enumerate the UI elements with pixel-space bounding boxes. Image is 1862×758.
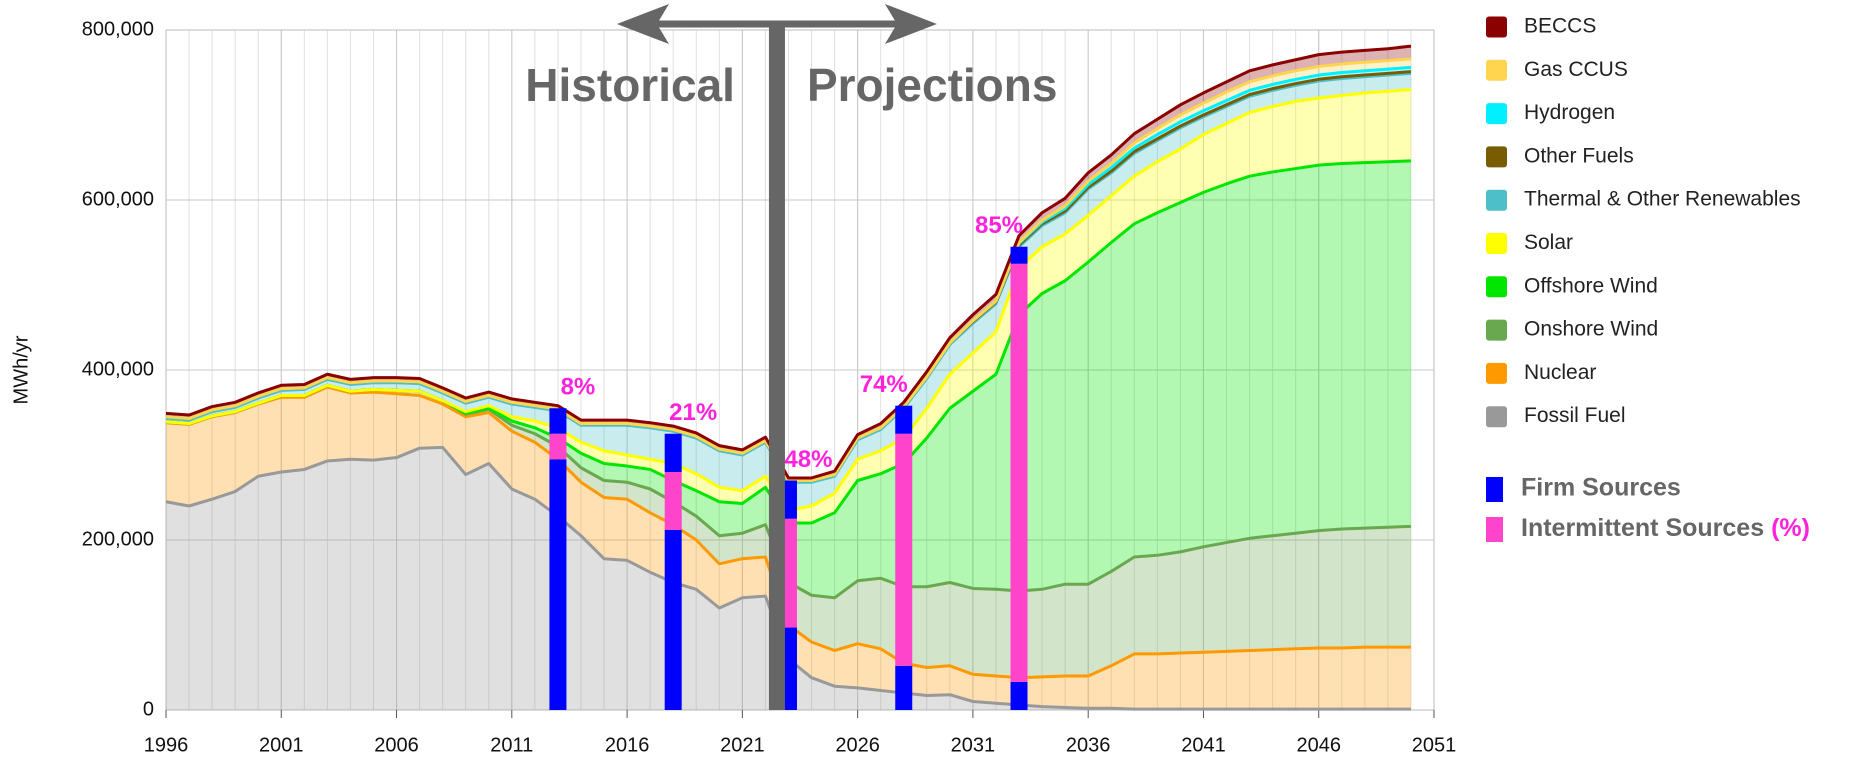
bar-legend: Firm Sources Intermittent Sources (%) [1486,474,1810,542]
area-line [165,44,1412,480]
area [166,385,1411,678]
x-tick-label: 2011 [490,734,533,756]
legend-swatch [1486,362,1507,384]
x-tick-label: 2051 [1412,734,1457,756]
legend-swatch [1486,517,1503,542]
bar-segment [895,405,913,434]
bar-segment [549,459,567,710]
y-tick-label: 400,000 [82,358,154,380]
y-tick-label: 200,000 [82,528,154,550]
legend-text: Intermittent Sources [1521,514,1764,542]
y-tick-label: 600,000 [82,188,154,210]
x-tick-label: 2026 [835,734,880,756]
share-label: 48% [784,446,832,473]
annotation: Projections [807,59,1058,111]
legend-label: Gas CCUS [1524,58,1628,81]
bar-segment [895,665,913,710]
legend-text: (%) [1771,514,1810,542]
share-label: 74% [860,371,908,398]
legend-label: Solar [1524,231,1573,254]
legend-label: Offshore Wind [1524,274,1658,297]
x-tick-label: 2031 [951,734,996,756]
x-tick-label: 2001 [259,734,304,756]
bar-segment [549,433,567,460]
legend-label: Firm Sources [1521,474,1681,502]
legend-swatch [1486,189,1507,211]
arrow-head [884,4,937,44]
share-label: 21% [669,399,717,426]
x-tick-label: 2006 [374,734,419,756]
legend-swatch [1486,406,1507,428]
x-tick-label: 2046 [1296,734,1341,756]
y-tick-label: 0 [143,698,154,720]
legend-swatch [1486,146,1507,168]
legend-swatch [1486,319,1507,341]
legend-swatch [1486,233,1507,254]
legend-swatch [1486,16,1507,38]
legend-swatch [1486,477,1503,502]
legend-label: Fossil Fuel [1524,404,1626,427]
y-tick-label: 800,000 [82,18,154,40]
legend-label: Hydrogen [1524,101,1615,124]
bar-segment [1010,246,1028,264]
y-axis-label: MWh/yr [10,335,32,404]
x-tick-label: 2016 [605,734,650,756]
x-tick-label: 1996 [144,734,189,756]
legend-label: Other Fuels [1524,144,1634,167]
legend-label: Onshore Wind [1524,318,1658,341]
legend-label: Nuclear [1524,361,1596,384]
legend-swatch [1486,59,1507,81]
share-label: 8% [561,374,596,401]
x-tick-label: 2041 [1181,734,1226,756]
legend-label: BECCS [1524,15,1596,38]
area [166,160,1411,598]
plot-frame [165,29,1435,711]
annotation: Historical [525,59,735,111]
share-label: 85% [975,212,1023,239]
x-tick-label: 2021 [720,734,765,756]
arrow-head [616,4,669,44]
bar-segment [549,408,567,434]
area [166,89,1411,523]
legend-label: Intermittent Sources (%) [1521,514,1810,542]
area [166,447,1411,710]
bar-segment [664,472,682,530]
x-tick-label: 2036 [1066,734,1111,756]
legend-label: Thermal & Other Renewables [1524,188,1801,211]
divider [768,24,785,710]
bar-segment [1010,681,1028,710]
bar-segment [664,529,682,710]
bar-segment [895,433,913,666]
legend-swatch [1486,276,1507,298]
bar-segment [1010,263,1028,682]
legend-swatch [1486,103,1507,125]
bar-segment [664,433,682,472]
